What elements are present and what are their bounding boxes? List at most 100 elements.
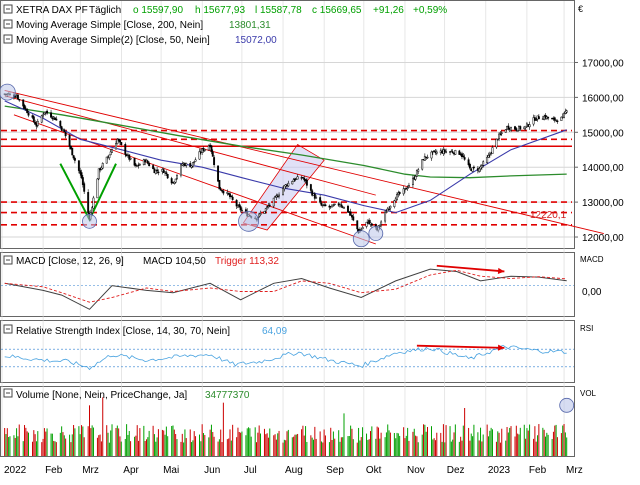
candle-body	[42, 114, 45, 117]
candle-body	[152, 165, 155, 170]
candle-body	[213, 157, 216, 165]
macd-label: MACD [Close, 12, 26, 9]	[16, 256, 124, 267]
candle-body	[430, 151, 433, 159]
y-tick-label: 17000,00	[582, 58, 624, 69]
candle-body	[368, 220, 371, 225]
macd-trigger: Trigger 113,32	[215, 256, 279, 267]
candle-body	[219, 188, 222, 191]
candle-body	[193, 161, 196, 163]
candle-body	[352, 216, 355, 221]
volume-label: Volume [None, Nein, PriceChange, Ja]	[16, 390, 187, 401]
candle-body	[555, 119, 558, 121]
candle-body	[385, 211, 388, 214]
macd-legend: MACD [Close, 12, 26, 9] MACD 104,50 Trig…	[3, 255, 279, 267]
change-value: +91,26	[373, 5, 404, 16]
candle-body	[292, 179, 295, 183]
candle-body	[498, 133, 501, 140]
candle-body	[351, 214, 353, 218]
candle-body	[133, 157, 136, 166]
candle-body	[340, 204, 343, 207]
candle-body	[408, 185, 410, 188]
candle-body	[60, 126, 63, 131]
candle-body	[361, 227, 364, 230]
change-pct: +0,59%	[413, 5, 447, 16]
candle-body	[468, 164, 471, 169]
rsi-value: 64,09	[262, 326, 287, 337]
collapse-icon[interactable]	[3, 388, 13, 398]
candle-body	[500, 132, 503, 134]
trend-line	[4, 89, 604, 234]
candle-body	[40, 115, 43, 123]
candle-body	[26, 109, 29, 114]
collapse-icon[interactable]	[3, 19, 13, 29]
candle-body	[54, 117, 56, 120]
highlight-circles	[0, 83, 384, 248]
candle-body	[471, 167, 474, 172]
ma50-label: Moving Average Simple(2) [Close, 50, Nei…	[16, 35, 210, 46]
candle-body	[238, 204, 241, 208]
candle-body	[496, 138, 499, 141]
candle-body	[515, 128, 518, 131]
candle-body	[537, 116, 540, 120]
candle-body	[421, 159, 424, 170]
candle-body	[32, 116, 35, 122]
x-tick-label: Jun	[204, 465, 220, 476]
candle-body	[491, 147, 494, 154]
volume-legend: Volume [None, Nein, PriceChange, Ja] 347…	[3, 388, 250, 401]
candle-body	[560, 116, 563, 121]
trend-arrows	[416, 264, 505, 351]
candle-body	[301, 177, 304, 179]
x-axis-labels: 2022 Feb Mrz Apr Mai Jun Jul Aug Sep Okt Nov Dez 202…	[4, 465, 583, 476]
candle-body	[221, 190, 223, 192]
collapse-icon[interactable]	[3, 324, 13, 334]
candle-body	[411, 177, 414, 186]
candle-body	[174, 178, 177, 183]
candle-body	[347, 205, 349, 213]
candle-body	[461, 153, 463, 157]
candle-body	[77, 160, 80, 171]
volume-axis-title: VOL	[580, 389, 597, 398]
candle-body	[282, 188, 284, 196]
candle-body	[535, 119, 538, 121]
candle-body	[445, 151, 448, 153]
candle-body	[478, 168, 481, 172]
candle-body	[198, 151, 201, 160]
candle-body	[64, 131, 67, 137]
candle-body	[360, 228, 363, 231]
candle-body	[450, 150, 453, 153]
candle-body	[356, 220, 359, 230]
candle-body	[119, 139, 121, 143]
volume-value: 34777370	[205, 390, 250, 401]
candle-body	[136, 165, 139, 167]
candle-body	[68, 135, 71, 147]
candle-body	[120, 142, 123, 145]
candle-body	[109, 151, 112, 156]
candle-body	[115, 143, 117, 150]
macd-axis-title: MACD	[580, 255, 604, 264]
candle-body	[482, 161, 485, 166]
candle-body	[533, 117, 536, 121]
candle-body	[166, 174, 169, 179]
rsi-legend: Relative Strength Index [Close, 14, 30, …	[3, 324, 287, 337]
candle-body	[46, 110, 49, 114]
x-tick-label: Mrz	[566, 465, 583, 476]
collapse-icon[interactable]	[3, 34, 13, 44]
candle-body	[194, 159, 197, 162]
macd-arrow-head	[497, 267, 505, 274]
x-tick-label: Mai	[163, 465, 179, 476]
period-label: Täglich	[89, 5, 121, 16]
candle-body	[134, 164, 137, 167]
rsi-label: Relative Strength Index [Close, 14, 30, …	[16, 326, 230, 337]
candle-body	[266, 206, 269, 208]
candle-body	[370, 223, 373, 226]
collapse-icon[interactable]	[3, 255, 13, 265]
candle-body	[384, 211, 387, 222]
candle-body	[380, 221, 383, 225]
candle-body	[207, 145, 210, 151]
candle-body	[170, 178, 173, 184]
candle-body	[319, 197, 322, 203]
candle-body	[462, 155, 465, 158]
collapse-icon[interactable]	[3, 4, 13, 14]
candle-body	[146, 160, 149, 164]
